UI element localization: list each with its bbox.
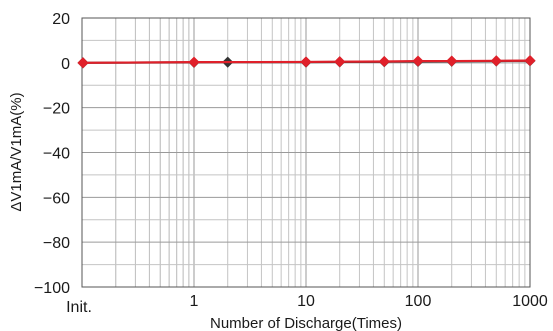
- series-red: [77, 55, 536, 69]
- y-tick-label: −20: [43, 101, 70, 118]
- data-point: [446, 55, 458, 67]
- data-point: [524, 55, 536, 67]
- x-tick-label-init: Init.: [66, 299, 92, 316]
- series: [77, 55, 536, 69]
- data-point: [77, 57, 89, 69]
- data-point: [334, 56, 346, 68]
- y-tick-label: −100: [34, 280, 70, 297]
- data-point: [188, 56, 200, 68]
- plot-frame: [81, 17, 531, 288]
- y-axis-title: ΔV1mA/V1mA(%): [8, 92, 25, 211]
- data-point: [412, 55, 424, 67]
- y-tick-label: −40: [43, 146, 70, 163]
- x-tick-label: 10: [297, 293, 315, 310]
- y-tick-label: 0: [61, 56, 70, 73]
- ticks: 20 0 −20 −40 −60 −80 −100 1 10 100 1000 Init.: [34, 11, 548, 316]
- data-point: [378, 55, 390, 68]
- y-tick-label: 20: [52, 11, 70, 28]
- x-tick-label: 1000: [512, 293, 548, 310]
- data-point: [490, 55, 502, 67]
- x-tick-label: 100: [405, 293, 432, 310]
- y-tick-label: −60: [43, 190, 70, 207]
- data-point: [300, 56, 312, 68]
- x-axis-title: Number of Discharge(Times): [210, 315, 402, 331]
- x-tick-label: 1: [190, 293, 199, 310]
- y-tick-label: −80: [43, 235, 70, 252]
